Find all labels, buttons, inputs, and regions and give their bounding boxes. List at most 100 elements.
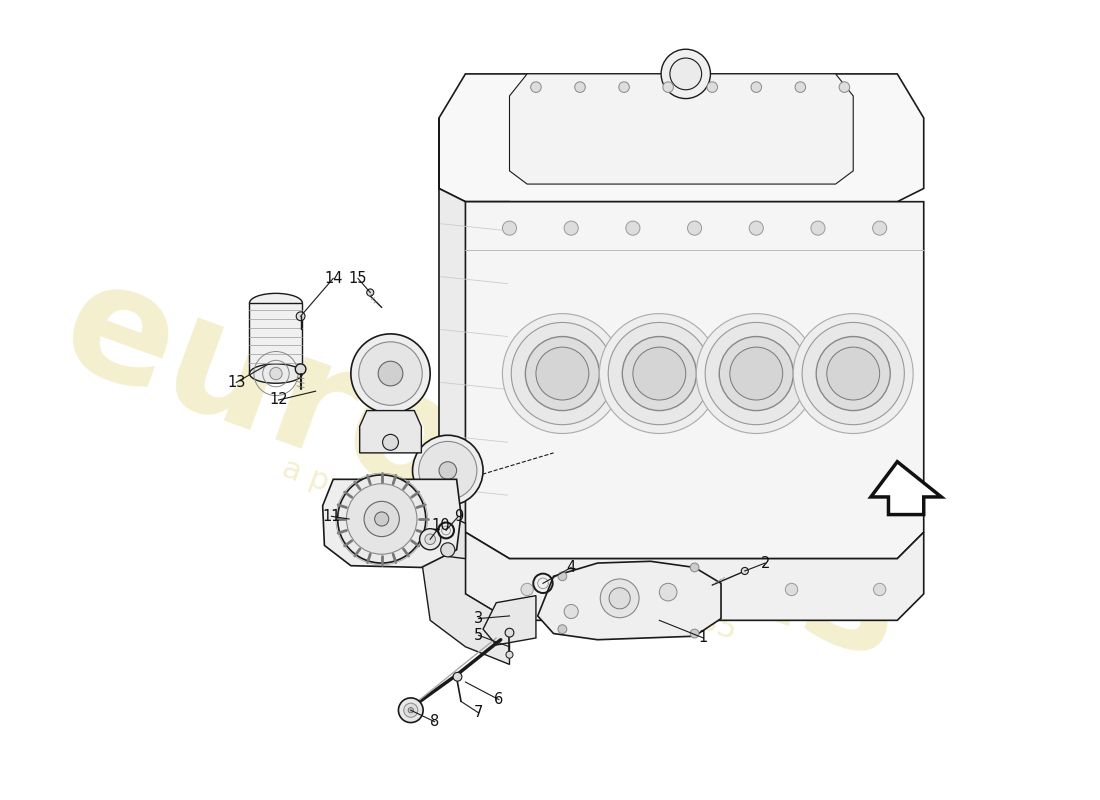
Polygon shape	[465, 532, 924, 620]
Circle shape	[632, 347, 685, 400]
Circle shape	[696, 314, 816, 434]
Circle shape	[623, 337, 696, 410]
Circle shape	[526, 337, 600, 410]
Circle shape	[505, 628, 514, 637]
Circle shape	[408, 707, 414, 713]
Circle shape	[697, 583, 710, 596]
Circle shape	[811, 221, 825, 235]
Circle shape	[793, 314, 913, 434]
Polygon shape	[483, 596, 536, 645]
Circle shape	[785, 583, 798, 596]
Circle shape	[690, 629, 698, 638]
Circle shape	[564, 605, 579, 618]
Polygon shape	[412, 506, 465, 558]
Circle shape	[729, 347, 783, 400]
Text: 2: 2	[760, 555, 770, 570]
Circle shape	[512, 322, 614, 425]
Circle shape	[751, 82, 761, 93]
Circle shape	[619, 82, 629, 93]
Circle shape	[412, 435, 483, 506]
Circle shape	[351, 334, 430, 414]
Circle shape	[688, 221, 702, 235]
Polygon shape	[421, 514, 509, 665]
Text: 11: 11	[322, 509, 341, 524]
Circle shape	[816, 337, 890, 410]
Circle shape	[609, 583, 622, 596]
Circle shape	[600, 314, 719, 434]
Circle shape	[503, 314, 623, 434]
Circle shape	[558, 572, 566, 581]
Text: 3: 3	[474, 611, 483, 626]
Circle shape	[873, 583, 886, 596]
Circle shape	[872, 221, 887, 235]
Text: 4: 4	[566, 560, 575, 575]
Circle shape	[366, 289, 374, 296]
Text: 13: 13	[227, 375, 245, 390]
Text: a passion for parts - since 1985: a passion for parts - since 1985	[278, 454, 741, 646]
Circle shape	[741, 567, 748, 574]
Circle shape	[530, 82, 541, 93]
Circle shape	[661, 50, 711, 98]
Circle shape	[670, 58, 702, 90]
Circle shape	[749, 221, 763, 235]
Circle shape	[419, 529, 441, 550]
Polygon shape	[538, 562, 720, 640]
Ellipse shape	[250, 294, 303, 313]
Text: 7: 7	[474, 706, 483, 720]
Polygon shape	[871, 462, 942, 514]
Polygon shape	[439, 74, 924, 202]
Circle shape	[378, 362, 403, 386]
Circle shape	[404, 703, 418, 718]
Circle shape	[375, 512, 388, 526]
Circle shape	[558, 625, 566, 634]
Polygon shape	[465, 202, 924, 558]
Ellipse shape	[250, 364, 303, 383]
Text: 12: 12	[270, 393, 288, 407]
Circle shape	[398, 698, 424, 722]
Circle shape	[383, 434, 398, 450]
Text: 9: 9	[454, 509, 463, 524]
Circle shape	[295, 364, 306, 374]
Circle shape	[419, 442, 477, 499]
Circle shape	[441, 542, 455, 557]
Text: 15: 15	[349, 271, 367, 286]
Circle shape	[521, 583, 534, 596]
Circle shape	[659, 583, 676, 601]
Polygon shape	[360, 410, 421, 453]
Circle shape	[795, 82, 805, 93]
Circle shape	[346, 484, 417, 554]
Circle shape	[296, 312, 305, 321]
Circle shape	[626, 221, 640, 235]
Circle shape	[425, 534, 436, 545]
Circle shape	[364, 502, 399, 537]
Circle shape	[707, 82, 717, 93]
Circle shape	[690, 563, 698, 572]
Text: 1: 1	[698, 630, 708, 646]
Circle shape	[609, 588, 630, 609]
Polygon shape	[439, 118, 509, 567]
Text: 5: 5	[474, 628, 483, 643]
Circle shape	[574, 82, 585, 93]
Circle shape	[506, 651, 513, 658]
Circle shape	[827, 347, 880, 400]
Circle shape	[601, 579, 639, 618]
Circle shape	[839, 82, 849, 93]
Text: 14: 14	[324, 271, 342, 286]
Circle shape	[270, 367, 282, 380]
Polygon shape	[322, 479, 461, 567]
Text: 10: 10	[431, 518, 450, 533]
Circle shape	[439, 462, 456, 479]
Polygon shape	[509, 74, 854, 184]
Text: 8: 8	[430, 714, 439, 729]
Bar	[250, 303, 303, 374]
Circle shape	[536, 347, 588, 400]
Circle shape	[564, 221, 579, 235]
Circle shape	[719, 337, 793, 410]
Text: 6: 6	[494, 692, 504, 707]
Circle shape	[453, 672, 462, 681]
Circle shape	[338, 475, 426, 563]
Circle shape	[663, 82, 673, 93]
Circle shape	[503, 221, 517, 235]
Circle shape	[802, 322, 904, 425]
Circle shape	[608, 322, 711, 425]
